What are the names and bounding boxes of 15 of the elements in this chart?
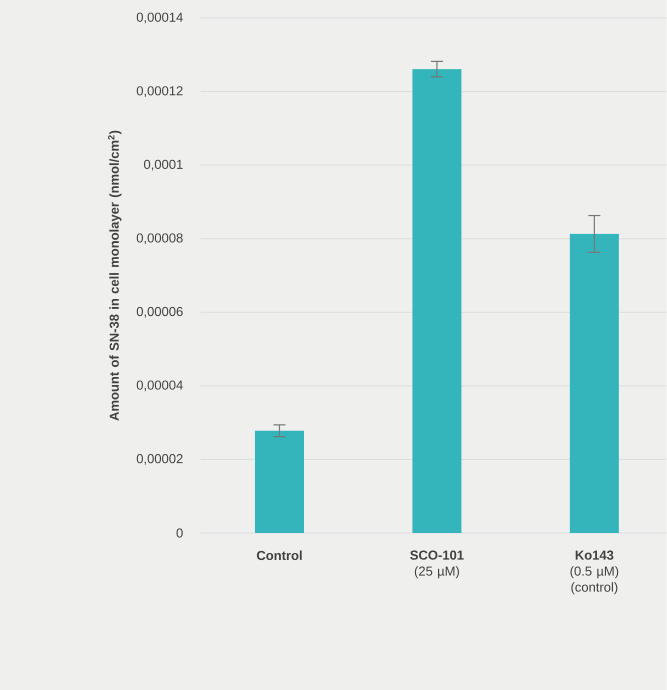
y-tick-label: 0,0001 xyxy=(144,160,183,171)
y-tick-label: 0,00006 xyxy=(136,306,183,318)
x-tick-label: Ko143 (0.5 µM) (control) xyxy=(570,550,618,594)
x-tick-label: SCO-101 (25 µM) xyxy=(410,550,464,578)
y-tick-label: 0,00002 xyxy=(136,454,183,465)
y-tick-label: 0,00014 xyxy=(136,12,183,24)
bar xyxy=(255,430,304,533)
bar xyxy=(412,69,462,533)
y-tick-label: 0,00008 xyxy=(136,233,183,244)
y-tick-label: 0,00004 xyxy=(136,380,183,392)
y-tick-label: 0,00012 xyxy=(136,86,183,97)
y-tick-label: 0 xyxy=(176,528,183,538)
bar xyxy=(570,234,619,533)
x-tick-label: Control xyxy=(257,550,302,560)
y-axis-title: Amount of SN-38 in cell monolayer (nmol/cm$^{2}$) xyxy=(108,130,122,421)
